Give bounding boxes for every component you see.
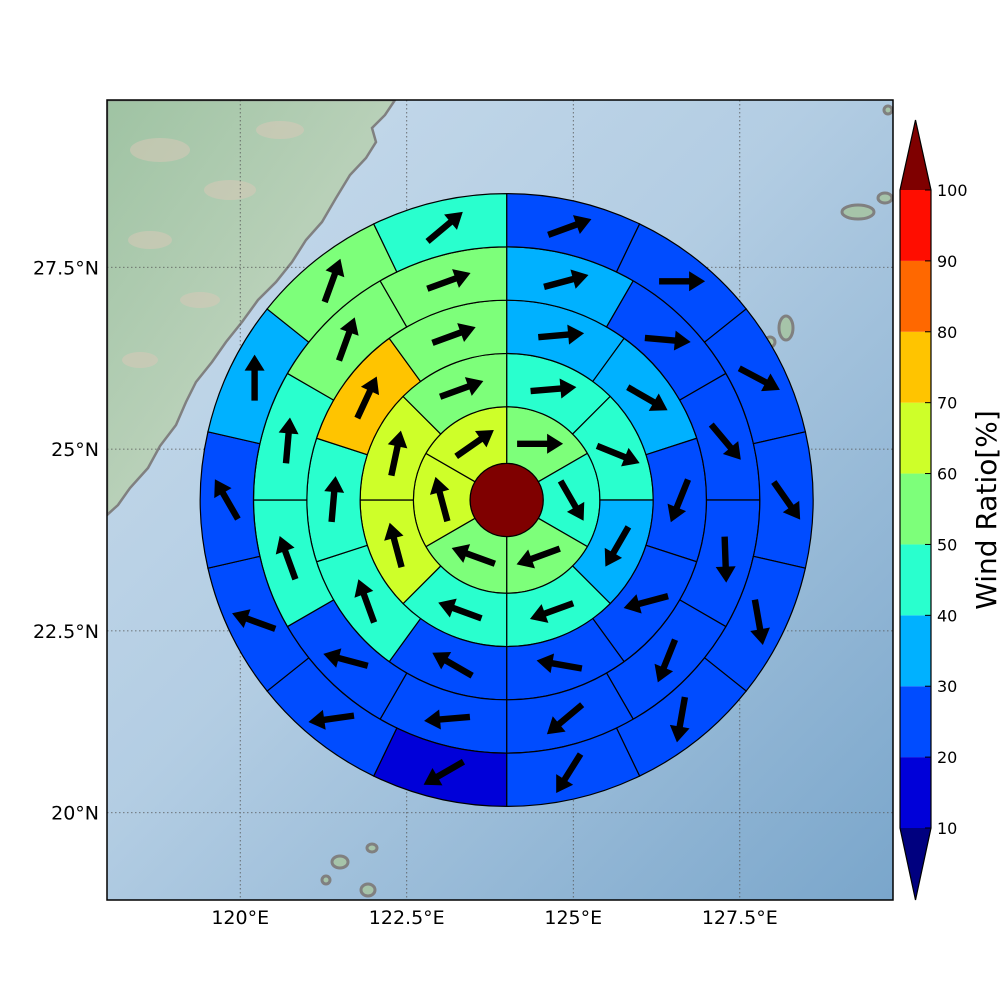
wind-arrow xyxy=(232,609,277,632)
wind-arrow xyxy=(429,476,451,523)
wind-arrow xyxy=(454,430,494,460)
wind-cell xyxy=(645,437,708,563)
philippine-islands xyxy=(320,842,379,898)
wind-arrow xyxy=(669,696,690,743)
map-panel xyxy=(107,100,893,900)
wind-arrow xyxy=(547,215,592,238)
colorbar-segment xyxy=(900,402,931,474)
wind-arrow xyxy=(530,378,577,399)
mainland-china xyxy=(107,100,397,517)
wind-arrow xyxy=(324,476,345,523)
wind-arrow xyxy=(426,269,471,292)
wind-arrow xyxy=(529,600,575,623)
wind-arrow xyxy=(335,317,359,362)
colorbar-segment xyxy=(900,190,931,261)
wind-arrow xyxy=(543,269,589,290)
wind-arrow xyxy=(278,417,299,464)
longitude-tick-label: 120°E xyxy=(211,907,269,929)
wind-arrow xyxy=(451,544,496,567)
wind-arrow xyxy=(715,536,736,583)
wind-arrow xyxy=(750,599,770,646)
wind-arrow xyxy=(431,323,476,346)
longitude-tick-label: 127.5°E xyxy=(702,907,778,929)
wind-arrow xyxy=(354,579,378,624)
wind-arrow xyxy=(321,258,345,304)
colorbar-segment xyxy=(900,331,931,403)
wind-arrow xyxy=(432,652,474,679)
colorbar-title: Wind Ratio[%] xyxy=(970,410,1000,610)
colorbar-tick-label: 60 xyxy=(937,465,957,484)
wind-direction-arrows xyxy=(214,211,801,794)
colorbar-tick-label: 100 xyxy=(937,181,968,200)
colorbar-tick-label: 70 xyxy=(937,394,957,413)
colorbar-segment xyxy=(900,615,931,687)
wind-arrow xyxy=(667,478,692,523)
wind-arrow xyxy=(546,702,585,735)
colorbar-segment xyxy=(900,544,931,616)
colorbar-tick-label: 20 xyxy=(937,748,957,767)
latitude-tick-label: 27.5°N xyxy=(33,257,99,279)
colorbar-tick-label: 90 xyxy=(937,252,957,271)
terrain-texture xyxy=(122,121,304,368)
wind-arrow xyxy=(626,384,668,411)
colorbar: 10 20 30 40 50 60 70 80 90 100 xyxy=(899,119,968,901)
colorbar-tick-label: 80 xyxy=(937,323,957,342)
wind-arrow xyxy=(439,377,484,400)
wind-arrow xyxy=(536,653,583,674)
wind-arrow xyxy=(623,593,669,614)
wind-arrow xyxy=(425,211,463,244)
colorbar-segment xyxy=(900,757,931,828)
colorbar-tick-label: 40 xyxy=(937,606,957,625)
wind-arrow xyxy=(423,758,466,786)
longitude-ticks: 120°E 122.5°E 125°E 127.5°E xyxy=(211,907,777,929)
longitude-tick-label: 122.5°E xyxy=(369,907,445,929)
wind-arrow xyxy=(771,480,801,520)
latitude-tick-label: 25°N xyxy=(51,439,99,461)
wind-arrow xyxy=(438,598,483,622)
wind-arrow xyxy=(654,638,679,683)
latitude-ticks: 27.5°N 25°N 22.5°N 20°N xyxy=(33,257,99,824)
wind-arrow xyxy=(424,709,471,730)
wind-arrow xyxy=(387,430,408,477)
colorbar-tick-label: 30 xyxy=(937,677,957,696)
longitude-tick-label: 125°E xyxy=(544,907,602,929)
wind-arrow xyxy=(737,365,780,392)
wind-arrow xyxy=(556,752,584,794)
wind-ratio-grid xyxy=(199,192,814,808)
wind-arrow xyxy=(354,376,380,420)
colorbar-tick-label: 50 xyxy=(937,535,957,554)
colorbar-segment xyxy=(900,686,931,758)
wind-arrow xyxy=(308,709,355,730)
wind-arrow xyxy=(708,422,741,460)
wind-arrow xyxy=(644,330,691,351)
wind-arrow xyxy=(384,522,405,568)
colorbar-segment xyxy=(900,473,931,545)
map-frame xyxy=(106,99,894,901)
wind-arrow xyxy=(517,433,564,454)
latitude-tick-label: 20°N xyxy=(51,803,99,825)
wind-arrow xyxy=(244,354,265,401)
colorbar-segment xyxy=(900,260,931,332)
colorbar-over-arrow xyxy=(900,120,931,190)
wind-arrow xyxy=(604,525,632,567)
latitude-tick-label: 22.5°N xyxy=(33,621,99,643)
wind-arrow xyxy=(516,545,561,569)
wind-arrow xyxy=(538,324,585,345)
colorbar-under-arrow xyxy=(900,828,931,900)
colorbar-tick-label: 10 xyxy=(937,819,957,838)
wind-arrow xyxy=(557,479,585,521)
wind-arrow xyxy=(659,271,706,292)
wind-arrow xyxy=(275,536,299,581)
wind-arrow xyxy=(595,442,640,467)
wind-cell xyxy=(306,437,369,563)
wind-arrow xyxy=(323,648,369,669)
wind-arrow xyxy=(214,479,241,521)
